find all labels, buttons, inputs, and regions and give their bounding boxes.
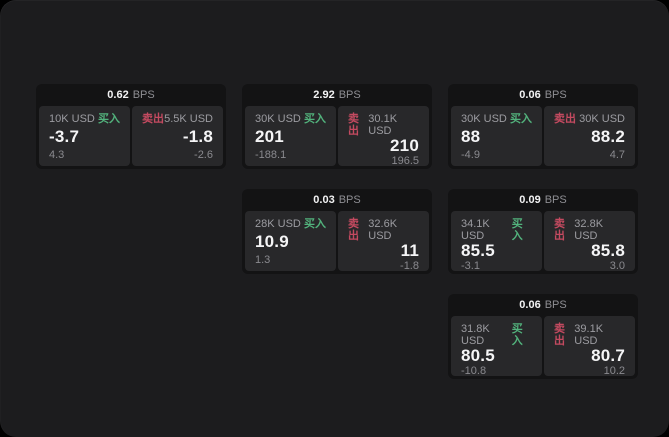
- quote-card: 0.06 BPS 31.8K USD 买入 80.5 -10.8 卖出 39.1…: [448, 294, 638, 379]
- bps-value: 2.92: [313, 89, 335, 101]
- buy-price: 80.5: [461, 346, 495, 366]
- sell-price: 210: [390, 136, 419, 156]
- card-header: 0.09 BPS: [448, 189, 638, 211]
- quote-panels: 34.1K USD 买入 85.5 -3.1 卖出 32.8K USD 85.8…: [448, 211, 638, 274]
- card-header: 2.92 BPS: [242, 84, 432, 106]
- quote-panels: 31.8K USD 买入 80.5 -10.8 卖出 39.1K USD 80.…: [448, 316, 638, 379]
- card-header: 0.06 BPS: [448, 294, 638, 316]
- sell-price: 11: [400, 241, 419, 261]
- quote-panels: 30K USD 买入 88 -4.9 卖出 30K USD 88.2 4.7: [448, 106, 638, 169]
- sell-size: 32.6K USD: [368, 218, 398, 243]
- sell-size: 32.8K USD: [574, 218, 604, 243]
- sell-label: 卖出: [142, 113, 164, 125]
- bps-unit: BPS: [544, 299, 567, 311]
- buy-size: 28K USD: [255, 218, 301, 230]
- buy-delta: 1.3: [255, 253, 271, 266]
- sell-panel[interactable]: 卖出 5.5K USD -1.8 -2.6: [132, 106, 223, 166]
- sell-label: 卖出: [554, 113, 576, 125]
- bps-unit: BPS: [338, 194, 361, 206]
- buy-label: 买入: [511, 218, 523, 243]
- buy-label: 买入: [511, 323, 523, 348]
- sell-size: 30.1K USD: [368, 113, 398, 138]
- sell-price: 88.2: [591, 127, 625, 147]
- buy-panel[interactable]: 28K USD 买入 10.9 1.3: [245, 211, 336, 271]
- sell-panel[interactable]: 卖出 30.1K USD 210 196.5: [338, 106, 429, 168]
- sell-size: 30K USD: [579, 113, 625, 125]
- bps-value: 0.06: [519, 89, 541, 101]
- quote-card: 0.62 BPS 10K USD 买入 -3.7 4.3 卖出 5.5K USD: [36, 84, 226, 169]
- sell-size: 39.1K USD: [574, 323, 604, 348]
- sell-delta: 4.7: [609, 148, 625, 161]
- sell-panel[interactable]: 卖出 32.8K USD 85.8 3.0: [544, 211, 635, 273]
- buy-panel[interactable]: 30K USD 买入 201 -188.1: [245, 106, 336, 166]
- sell-price: 85.8: [591, 241, 625, 261]
- buy-label: 买入: [510, 113, 532, 125]
- quote-card: 2.92 BPS 30K USD 买入 201 -188.1 卖出 30.1K …: [242, 84, 432, 169]
- bps-value: 0.09: [519, 194, 541, 206]
- sell-delta: -2.6: [194, 148, 213, 161]
- card-header: 0.03 BPS: [242, 189, 432, 211]
- quote-panels: 30K USD 买入 201 -188.1 卖出 30.1K USD 210 1…: [242, 106, 432, 169]
- sell-panel[interactable]: 卖出 30K USD 88.2 4.7: [544, 106, 635, 166]
- buy-panel[interactable]: 30K USD 买入 88 -4.9: [451, 106, 542, 166]
- buy-size: 10K USD: [49, 113, 95, 125]
- buy-size: 30K USD: [255, 113, 301, 125]
- buy-price: 85.5: [461, 241, 495, 261]
- quote-panels: 28K USD 买入 10.9 1.3 卖出 32.6K USD 11 -1.8: [242, 211, 432, 274]
- card-header: 0.62 BPS: [36, 84, 226, 106]
- bps-value: 0.03: [313, 194, 335, 206]
- bps-value: 0.62: [107, 89, 129, 101]
- quote-panels: 10K USD 买入 -3.7 4.3 卖出 5.5K USD -1.8 -2.…: [36, 106, 226, 169]
- buy-price: -3.7: [49, 127, 80, 147]
- sell-delta: -1.8: [400, 260, 419, 273]
- sell-panel[interactable]: 卖出 39.1K USD 80.7 10.2: [544, 316, 635, 378]
- sell-delta: 3.0: [609, 260, 625, 273]
- buy-label: 买入: [304, 218, 326, 230]
- buy-price: 201: [255, 127, 284, 147]
- buy-delta: -4.9: [461, 148, 480, 161]
- quote-card: 0.06 BPS 30K USD 买入 88 -4.9 卖出 30K USD: [448, 84, 638, 169]
- bps-value: 0.06: [519, 299, 541, 311]
- card-header: 0.06 BPS: [448, 84, 638, 106]
- sell-label: 卖出: [554, 323, 565, 348]
- buy-delta: 4.3: [49, 148, 65, 161]
- sell-panel[interactable]: 卖出 32.6K USD 11 -1.8: [338, 211, 429, 273]
- bps-unit: BPS: [544, 194, 567, 206]
- buy-delta: -188.1: [255, 148, 287, 161]
- sell-delta: 196.5: [391, 155, 419, 168]
- buy-size: 30K USD: [461, 113, 507, 125]
- sell-price: 80.7: [591, 346, 625, 366]
- buy-panel[interactable]: 34.1K USD 买入 85.5 -3.1: [451, 211, 542, 273]
- quote-card: 0.09 BPS 34.1K USD 买入 85.5 -3.1 卖出 32.8K…: [448, 189, 638, 274]
- bps-unit: BPS: [132, 89, 155, 101]
- buy-panel[interactable]: 31.8K USD 买入 80.5 -10.8: [451, 316, 542, 378]
- buy-size: 34.1K USD: [461, 218, 490, 243]
- bps-unit: BPS: [544, 89, 567, 101]
- buy-price: 10.9: [255, 232, 289, 252]
- buy-label: 买入: [304, 113, 326, 125]
- buy-delta: -10.8: [461, 365, 487, 378]
- buy-delta: -3.1: [461, 260, 480, 273]
- buy-panel[interactable]: 10K USD 买入 -3.7 4.3: [39, 106, 130, 166]
- sell-label: 卖出: [348, 113, 359, 138]
- sell-size: 5.5K USD: [164, 113, 213, 125]
- sell-label: 卖出: [554, 218, 565, 243]
- buy-label: 买入: [98, 113, 120, 125]
- buy-size: 31.8K USD: [461, 323, 490, 348]
- sell-label: 卖出: [348, 218, 359, 243]
- bps-unit: BPS: [338, 89, 361, 101]
- quote-cards-grid: 0.62 BPS 10K USD 买入 -3.7 4.3 卖出 5.5K USD: [36, 84, 638, 379]
- buy-price: 88: [461, 127, 481, 147]
- sell-price: -1.8: [182, 127, 213, 147]
- quote-card: 0.03 BPS 28K USD 买入 10.9 1.3 卖出 32.6K US…: [242, 189, 432, 274]
- sell-delta: 10.2: [603, 365, 625, 378]
